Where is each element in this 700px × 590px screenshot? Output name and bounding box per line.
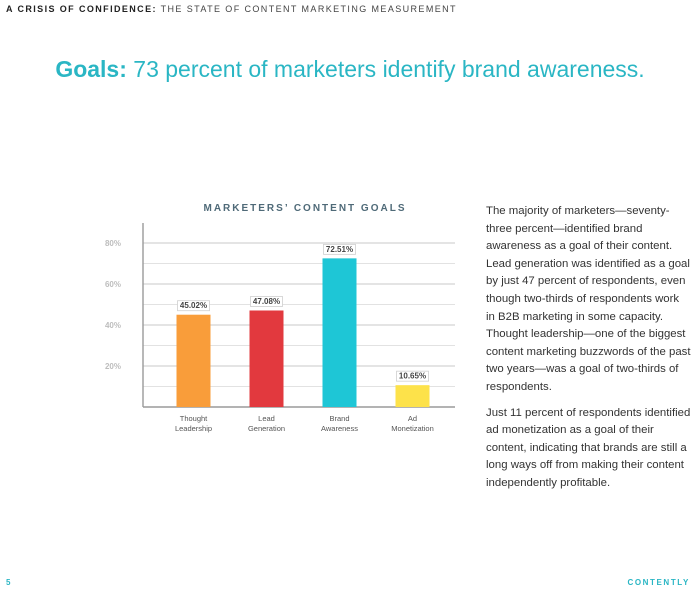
x-tick-label: Ad (408, 414, 417, 423)
data-label-box (323, 243, 356, 255)
bar (322, 258, 357, 407)
body-paragraph-2: Just 11 percent of respondents identifie… (486, 406, 691, 489)
y-tick-label: 60% (105, 280, 121, 289)
footer-brand: CONTENTLY (627, 578, 690, 587)
x-tick-label: Lead (258, 414, 275, 423)
page-headline: Goals: 73 percent of marketers identify … (0, 56, 700, 83)
data-label: 47.08% (253, 297, 280, 306)
data-label-box (250, 296, 283, 307)
y-tick-label: 80% (105, 239, 121, 248)
body-paragraph-1: The majority of marketers—seventy-three … (486, 205, 691, 393)
data-label-box (177, 300, 210, 312)
header-rest: THE STATE OF CONTENT MARKETING MEASUREME… (160, 4, 457, 14)
x-tick-label: Thought (180, 414, 208, 423)
x-tick-label: Brand (329, 414, 349, 423)
y-tick-label: 20% (105, 362, 121, 371)
x-tick-label: Leadership (175, 424, 212, 433)
data-label: 10.65% (399, 372, 426, 381)
bar (249, 310, 284, 407)
x-tick-label: Awareness (321, 424, 358, 433)
headline-bold: Goals: (55, 56, 127, 82)
data-label-box (396, 370, 429, 382)
bar (395, 385, 430, 407)
data-label: 72.51% (326, 245, 353, 254)
chart-title: MARKETERS’ CONTENT GOALS (203, 203, 407, 214)
body-text: The majority of marketers—seventy-three … (486, 203, 691, 501)
bar (176, 314, 211, 407)
y-tick-label: 40% (105, 321, 121, 330)
header-bold: A CRISIS OF CONFIDENCE: (6, 4, 157, 14)
page-number: 5 (6, 578, 11, 587)
x-tick-label: Monetization (391, 424, 434, 433)
x-tick-label: Generation (248, 424, 285, 433)
data-label: 45.02% (180, 301, 207, 310)
report-header: A CRISIS OF CONFIDENCE: THE STATE OF CON… (6, 4, 457, 14)
headline-rest: 73 percent of marketers identify brand a… (133, 56, 645, 82)
